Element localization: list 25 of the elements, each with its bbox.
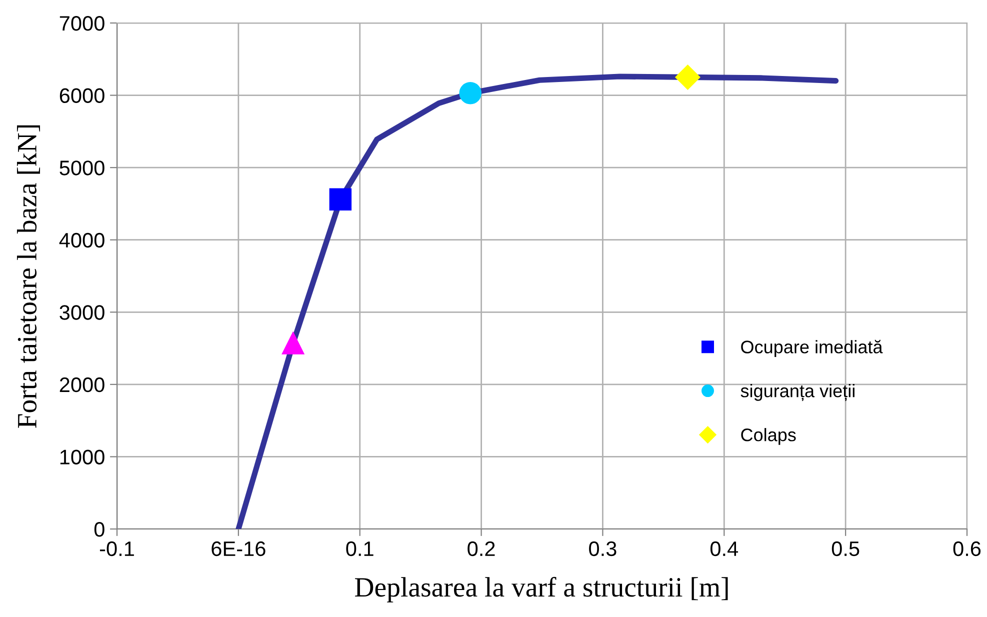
x-tick-label: 0.3	[589, 541, 616, 556]
point	[329, 188, 352, 210]
point	[459, 82, 482, 104]
y-tick-label: 7000	[60, 16, 104, 31]
y-tick-label: 5000	[60, 160, 104, 176]
x-tick-label: 0.5	[832, 541, 860, 556]
x-tick-label: 0.2	[468, 541, 495, 556]
point	[282, 332, 304, 354]
y-tick-label: 2000	[60, 377, 104, 392]
legend-label: siguranța vieții	[740, 384, 854, 401]
y-tick-label: 0	[94, 522, 104, 537]
legend-label: Ocupare imediată	[741, 340, 883, 357]
x-tick-label: 0.6	[953, 541, 981, 556]
y-tick-label: 6000	[60, 88, 104, 104]
legend-label: Colaps	[741, 428, 796, 445]
x-tick-label: -0.1	[100, 541, 134, 556]
y-tick-label: 1000	[60, 450, 104, 464]
y-tick-label: 4000	[59, 232, 104, 248]
x-tick-label: 0.4	[710, 541, 738, 556]
x-tick-label: 6E-16	[212, 541, 266, 556]
x-axis-title: Deplasarea la varf a structurii [m]	[355, 576, 728, 602]
x-tick-label: 0.1	[346, 541, 374, 556]
y-tick-label: 3000	[60, 305, 104, 320]
point	[675, 64, 700, 90]
y-axis-title: Forta taietoare la baza [kN]	[16, 125, 40, 428]
